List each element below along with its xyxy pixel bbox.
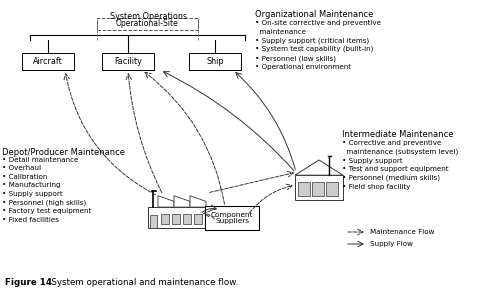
Polygon shape xyxy=(158,196,174,207)
Polygon shape xyxy=(295,160,343,175)
Bar xyxy=(205,206,259,230)
Text: System operational and maintenance flow.: System operational and maintenance flow. xyxy=(43,278,238,287)
Bar xyxy=(148,207,206,228)
Text: System Operations: System Operations xyxy=(109,12,187,21)
Bar xyxy=(295,175,343,200)
Text: • Detail maintenance
• Overhaul
• Calibration
• Manufacturing
• Supply support
•: • Detail maintenance • Overhaul • Calibr… xyxy=(2,157,91,223)
Text: Organizational Maintenance: Organizational Maintenance xyxy=(255,10,373,19)
Text: Facility: Facility xyxy=(114,57,142,66)
Text: Depot/Producer Maintenance: Depot/Producer Maintenance xyxy=(2,148,125,157)
Text: • Corrective and preventive
  maintenance (subsystem level)
• Supply support
• T: • Corrective and preventive maintenance … xyxy=(342,140,458,189)
Text: Ship: Ship xyxy=(206,57,224,66)
Bar xyxy=(194,214,202,224)
Text: Figure 14: Figure 14 xyxy=(5,278,52,287)
Bar xyxy=(312,182,324,196)
Bar xyxy=(161,214,169,224)
Bar xyxy=(189,53,241,70)
Polygon shape xyxy=(190,196,206,207)
Text: Maintenance Flow: Maintenance Flow xyxy=(370,229,434,235)
Text: Supply Flow: Supply Flow xyxy=(370,241,413,247)
Bar xyxy=(172,214,180,224)
Text: Component
Suppliers: Component Suppliers xyxy=(211,212,253,224)
Bar xyxy=(326,182,338,196)
Text: Intermediate Maintenance: Intermediate Maintenance xyxy=(342,130,454,139)
Bar xyxy=(22,53,74,70)
Bar xyxy=(97,18,198,30)
Polygon shape xyxy=(174,196,190,207)
Text: Operational-Site: Operational-Site xyxy=(116,19,179,29)
Bar xyxy=(183,214,191,224)
Text: Aircraft: Aircraft xyxy=(33,57,63,66)
Bar xyxy=(150,215,157,228)
Text: • On-site corrective and preventive
  maintenance
• Supply support (critical ite: • On-site corrective and preventive main… xyxy=(255,20,381,70)
Bar xyxy=(298,182,310,196)
Bar xyxy=(102,53,154,70)
